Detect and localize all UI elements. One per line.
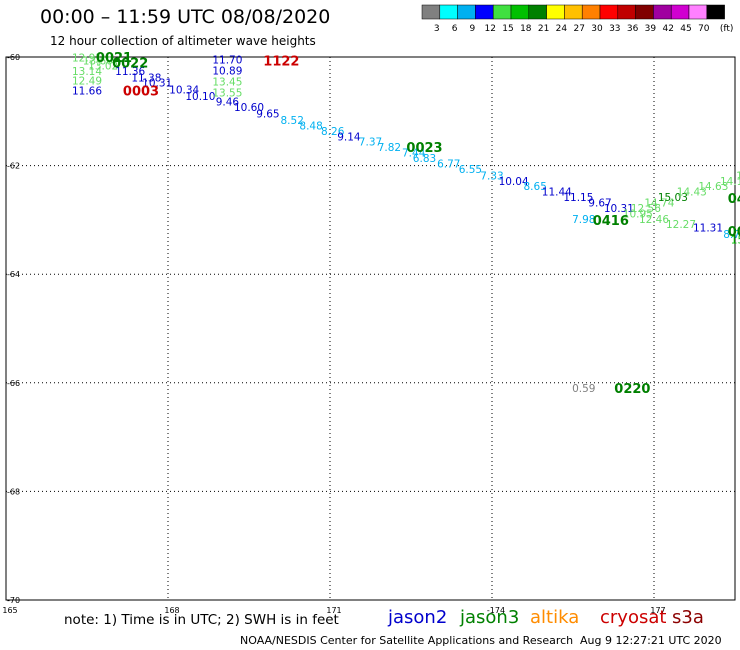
wave-height-label: 14.07 — [736, 170, 740, 182]
wave-height-label: 9.14 — [337, 131, 361, 143]
wave-height-label: 14.43 — [677, 187, 707, 199]
generated-timestamp: Aug 9 12:27:21 UTC 2020 — [580, 634, 722, 647]
wave-height-label: 8.26 — [321, 126, 345, 138]
wave-height-label: 11.44 — [542, 187, 572, 199]
wave-height-label: 11.70 — [212, 55, 242, 67]
wave-height-label: 10.31 — [604, 203, 634, 215]
wave-height-label: 13.55 — [212, 87, 242, 99]
wave-height-label: 9.65 — [256, 108, 279, 120]
wave-height-label: 11.31 — [693, 223, 723, 235]
wave-height-label: 13.14 — [72, 66, 102, 78]
wave-height-label: 13.02 — [88, 61, 118, 73]
wave-height-label: 7.33 — [480, 170, 503, 182]
wave-height-label: 6.77 — [437, 158, 460, 170]
wave-height-label: 8.48 — [299, 120, 322, 132]
wave-height-label: 12.91 — [72, 53, 102, 65]
wave-height-label: 10.31 — [142, 78, 172, 90]
wave-height-label: 7.44 — [402, 148, 426, 160]
wave-height-label: 10.60 — [234, 102, 264, 114]
wave-height-label: 8.79 — [723, 229, 740, 241]
x-tick-label: 177 — [650, 606, 665, 615]
pass-time-label: 1122 — [263, 54, 299, 69]
wave-height-label: 11.66 — [72, 86, 102, 98]
wave-height-label: 11.36 — [115, 66, 145, 78]
plot-frame — [5, 56, 736, 601]
wave-height-label: 8.65 — [524, 181, 547, 193]
wave-height-label: 6.55 — [459, 164, 482, 176]
legend-altika: altika — [530, 607, 580, 628]
wave-height-label: 11.15 — [563, 192, 593, 204]
x-tick-label: 168 — [164, 606, 179, 615]
wave-height-label: 7.98 — [572, 214, 595, 226]
wave-height-label: 13.45 — [212, 76, 242, 88]
x-tick-label: 171 — [326, 606, 341, 615]
legend-s3a: s3a — [672, 607, 704, 628]
wave-height-label: 9.46 — [216, 97, 240, 109]
wave-height-label: 8.52 — [281, 115, 304, 127]
x-tick-label: 165 — [2, 606, 17, 615]
wave-height-label: 14.63 — [698, 181, 728, 193]
wave-height-label: 11.38 — [131, 73, 161, 85]
wave-height-label: 7.82 — [378, 142, 401, 154]
wave-height-label: 0.59 — [572, 383, 595, 395]
wave-height-label: 12.49 — [72, 75, 102, 87]
pass-time-label: 0220 — [614, 382, 650, 397]
wave-height-label: 14.74 — [644, 198, 674, 210]
units-note: note: 1) Time is in UTC; 2) SWH is in fe… — [64, 612, 339, 628]
pass-time-label: 0003 — [123, 85, 159, 100]
pass-time-label: 0022 — [112, 56, 148, 71]
pass-time-label: 0023 — [406, 141, 442, 156]
y-tick-label: -68 — [7, 487, 20, 496]
y-tick-label: -62 — [7, 162, 20, 171]
chart-title: 00:00 – 11:59 UTC 08/08/2020 — [40, 6, 331, 28]
wave-height-label: 7.37 — [359, 137, 382, 149]
wave-height-label: 10.95 — [623, 208, 653, 220]
wave-height-label: 10.10 — [185, 91, 215, 103]
wave-height-label: 12.46 — [639, 214, 669, 226]
pass-time-label: 0416 — [593, 214, 629, 229]
wave-height-label: 14.14 — [720, 176, 740, 188]
legend-jason3: jason3 — [460, 607, 520, 628]
pass-time-label: 0417 — [728, 192, 740, 207]
chart-subtitle: 12 hour collection of altimeter wave hei… — [50, 34, 316, 48]
y-tick-label: -60 — [7, 53, 20, 62]
pass-time-label: 0024 — [728, 225, 740, 240]
pass-time-label: 0021 — [96, 51, 132, 66]
y-tick-label: -66 — [7, 379, 20, 388]
wave-height-label: 6.83 — [413, 153, 436, 165]
wave-height-label: 10.89 — [212, 66, 242, 78]
wave-height-label: 13.60 — [83, 55, 113, 67]
wave-height-label: 9.67 — [588, 198, 611, 210]
wave-height-label: 12.27 — [666, 219, 696, 231]
wave-height-label: 10.34 — [169, 85, 199, 97]
wave-height-label: 15.17 — [731, 234, 740, 246]
legend-cryosat: cryosat — [600, 607, 667, 628]
legend-jason2: jason2 — [388, 607, 448, 628]
y-tick-label: -70 — [7, 596, 20, 605]
y-tick-label: -64 — [7, 270, 20, 279]
wave-height-label: 10.04 — [499, 176, 529, 188]
wave-height-label: 12.56 — [631, 203, 661, 215]
wave-height-label: 15.03 — [658, 192, 688, 204]
credit-line: NOAA/NESDIS Center for Satellite Applica… — [240, 634, 574, 647]
x-tick-label: -174 — [487, 606, 505, 615]
